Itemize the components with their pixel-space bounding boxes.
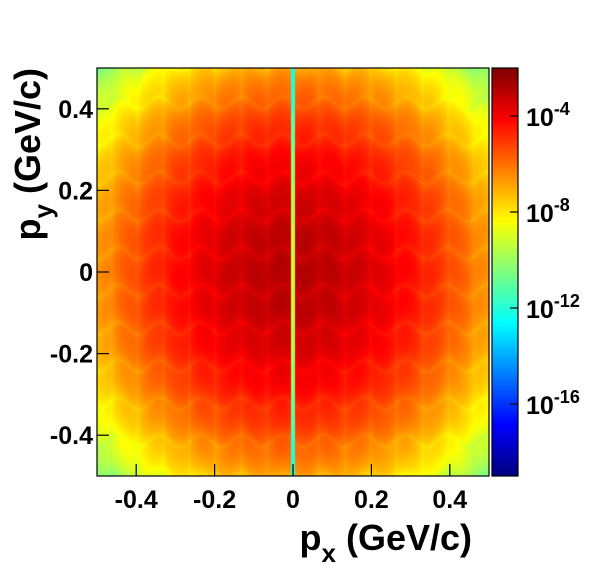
colorbar-tick-base: 10 bbox=[526, 200, 554, 228]
x-tick-label: 0.2 bbox=[354, 486, 389, 514]
svg-text:py (GeV/c): py (GeV/c) bbox=[7, 68, 58, 241]
colorbar-tick-label: 10-12 bbox=[526, 291, 580, 324]
colorbar-tick-base: 10 bbox=[526, 392, 554, 420]
colorbar bbox=[492, 68, 518, 476]
colorbar-frame bbox=[491, 67, 519, 477]
y-tick-label: -0.4 bbox=[50, 422, 93, 450]
plot-frame bbox=[96, 67, 490, 477]
y-axis-title-unit: (GeV/c) bbox=[7, 68, 48, 204]
colorbar-tick-base: 10 bbox=[526, 104, 554, 132]
y-axis-ticks: 0.4 0.2 0 -0.2 -0.4 bbox=[50, 96, 109, 450]
colorbar-tick-label: 10-16 bbox=[526, 387, 580, 420]
x-axis-ticks: -0.4 -0.2 0 0.2 0.4 bbox=[115, 464, 467, 514]
y-axis-title-sub: y bbox=[28, 204, 58, 219]
x-axis-title: px (GeV/c) bbox=[299, 517, 472, 568]
colorbar-tick-exponent: -4 bbox=[554, 99, 570, 119]
colorbar-tick-exponent: -12 bbox=[554, 291, 580, 311]
y-tick-label: 0.4 bbox=[58, 96, 93, 124]
y-tick-label: 0.2 bbox=[58, 177, 93, 205]
svg-text:px (GeV/c): px (GeV/c) bbox=[299, 517, 472, 568]
x-axis-title-main: p bbox=[299, 517, 321, 558]
x-axis-title-sub: x bbox=[321, 538, 336, 568]
colorbar-tick-exponent: -16 bbox=[554, 387, 580, 407]
x-tick-label: -0.4 bbox=[115, 486, 158, 514]
heatmap bbox=[97, 68, 489, 476]
colorbar-tick-label: 10-4 bbox=[526, 99, 570, 132]
x-tick-label: -0.2 bbox=[193, 486, 236, 514]
colorbar-tick-label: 10-8 bbox=[526, 195, 570, 228]
x-tick-label: 0 bbox=[286, 486, 300, 514]
y-axis-title-main: p bbox=[7, 219, 48, 241]
y-tick-label: 0 bbox=[79, 259, 93, 287]
colorbar-tick-exponent: -8 bbox=[554, 195, 570, 215]
x-tick-label: 0.4 bbox=[432, 486, 467, 514]
y-tick-label: -0.2 bbox=[50, 341, 93, 369]
y-axis-title: py (GeV/c) bbox=[7, 68, 58, 241]
x-axis-title-unit: (GeV/c) bbox=[336, 517, 472, 558]
colorbar-tick-base: 10 bbox=[526, 296, 554, 324]
